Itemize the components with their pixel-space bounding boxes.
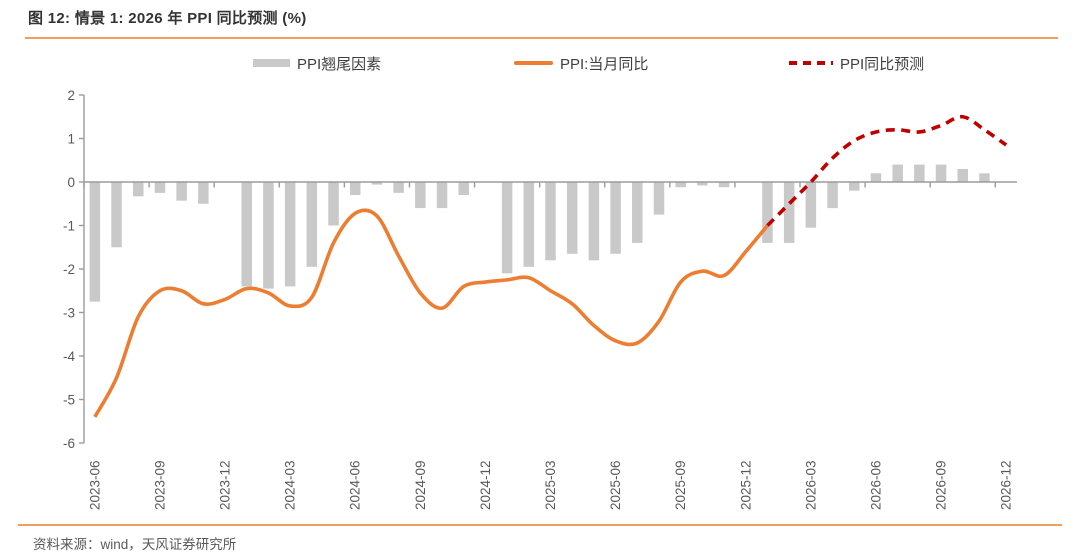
bar xyxy=(979,173,990,182)
bar xyxy=(957,168,969,182)
x-tick-label: 2026-09 xyxy=(934,460,949,510)
bar xyxy=(545,182,556,261)
legend-label-carryover: PPI翘尾因素 xyxy=(297,55,382,73)
bar xyxy=(458,182,469,196)
x-tick-label: 2023-12 xyxy=(218,460,233,510)
bar xyxy=(154,182,166,193)
bar-swatch-icon xyxy=(253,59,290,67)
legend-label-ppi-yoy: PPI:当月同比 xyxy=(560,55,649,73)
bar xyxy=(805,182,817,228)
bar xyxy=(849,182,860,191)
bar xyxy=(306,182,318,267)
bar xyxy=(610,182,621,254)
bar xyxy=(111,182,122,248)
bar xyxy=(653,182,665,215)
legend-item-ppi-yoy: PPI:当月同比 xyxy=(514,54,649,73)
bar xyxy=(935,164,947,182)
y-tick-label: 1 xyxy=(67,131,75,146)
page-title: 图 12: 情景 1: 2026 年 PPI 同比预测 (%) xyxy=(28,10,307,27)
bar xyxy=(241,182,252,287)
y-tick-label: -3 xyxy=(63,305,75,320)
bar xyxy=(371,182,383,185)
bar xyxy=(566,182,578,254)
x-tick-label: 2024-12 xyxy=(478,460,493,510)
y-tick-label: 2 xyxy=(67,88,75,103)
bar xyxy=(176,182,187,201)
y-tick-label: -4 xyxy=(63,349,75,364)
x-tick-label: 2024-03 xyxy=(283,460,298,510)
line-swatch-icon xyxy=(514,61,553,65)
y-tick-label: -1 xyxy=(63,218,75,233)
x-tick-label: 2025-06 xyxy=(608,460,623,510)
title-underline xyxy=(25,37,1058,39)
y-tick-label: -6 xyxy=(63,436,75,451)
bar xyxy=(198,182,209,204)
x-tick-label: 2024-06 xyxy=(348,460,363,510)
bar xyxy=(632,182,643,243)
bar xyxy=(718,182,730,188)
bar xyxy=(349,182,361,196)
bar xyxy=(870,173,882,182)
legend-item-forecast: PPI同比预测 xyxy=(789,54,925,73)
bar xyxy=(523,182,535,267)
x-tick-label: 2025-09 xyxy=(673,460,688,510)
bar xyxy=(501,182,513,274)
bar xyxy=(393,182,404,193)
y-tick-label: 0 xyxy=(67,175,75,190)
y-tick-label: -5 xyxy=(63,392,75,407)
bar xyxy=(284,182,296,287)
bar xyxy=(762,182,773,243)
bar xyxy=(914,164,925,182)
legend-item-carryover: PPI翘尾因素 xyxy=(253,54,382,73)
x-tick-label: 2026-03 xyxy=(803,460,818,510)
x-tick-label: 2023-09 xyxy=(152,460,167,510)
bar xyxy=(436,182,448,209)
x-tick-label: 2024-09 xyxy=(413,460,428,510)
bar xyxy=(132,182,144,197)
x-tick-label: 2025-12 xyxy=(738,460,753,510)
bar xyxy=(783,182,795,243)
bar xyxy=(675,182,686,188)
legend-label-forecast: PPI同比预测 xyxy=(840,55,925,73)
bar xyxy=(328,182,339,226)
bar xyxy=(263,182,274,289)
bar xyxy=(89,182,101,302)
bar xyxy=(588,182,600,261)
x-tick-label: 2026-06 xyxy=(868,460,883,510)
actual-line xyxy=(93,208,769,418)
bar xyxy=(892,164,903,182)
forecast-line xyxy=(766,114,1008,227)
x-tick-label: 2026-12 xyxy=(999,460,1014,510)
x-tick-label: 2023-06 xyxy=(87,460,102,510)
source-note: 资料来源：wind，天风证券研究所 xyxy=(33,537,237,552)
y-tick-label: -2 xyxy=(63,262,75,277)
bar xyxy=(697,182,708,186)
dashed-line-swatch-icon xyxy=(789,61,833,65)
x-tick-label: 2025-03 xyxy=(543,460,558,510)
bar xyxy=(827,182,838,209)
bar xyxy=(415,182,426,209)
footer-rule xyxy=(18,524,1062,526)
